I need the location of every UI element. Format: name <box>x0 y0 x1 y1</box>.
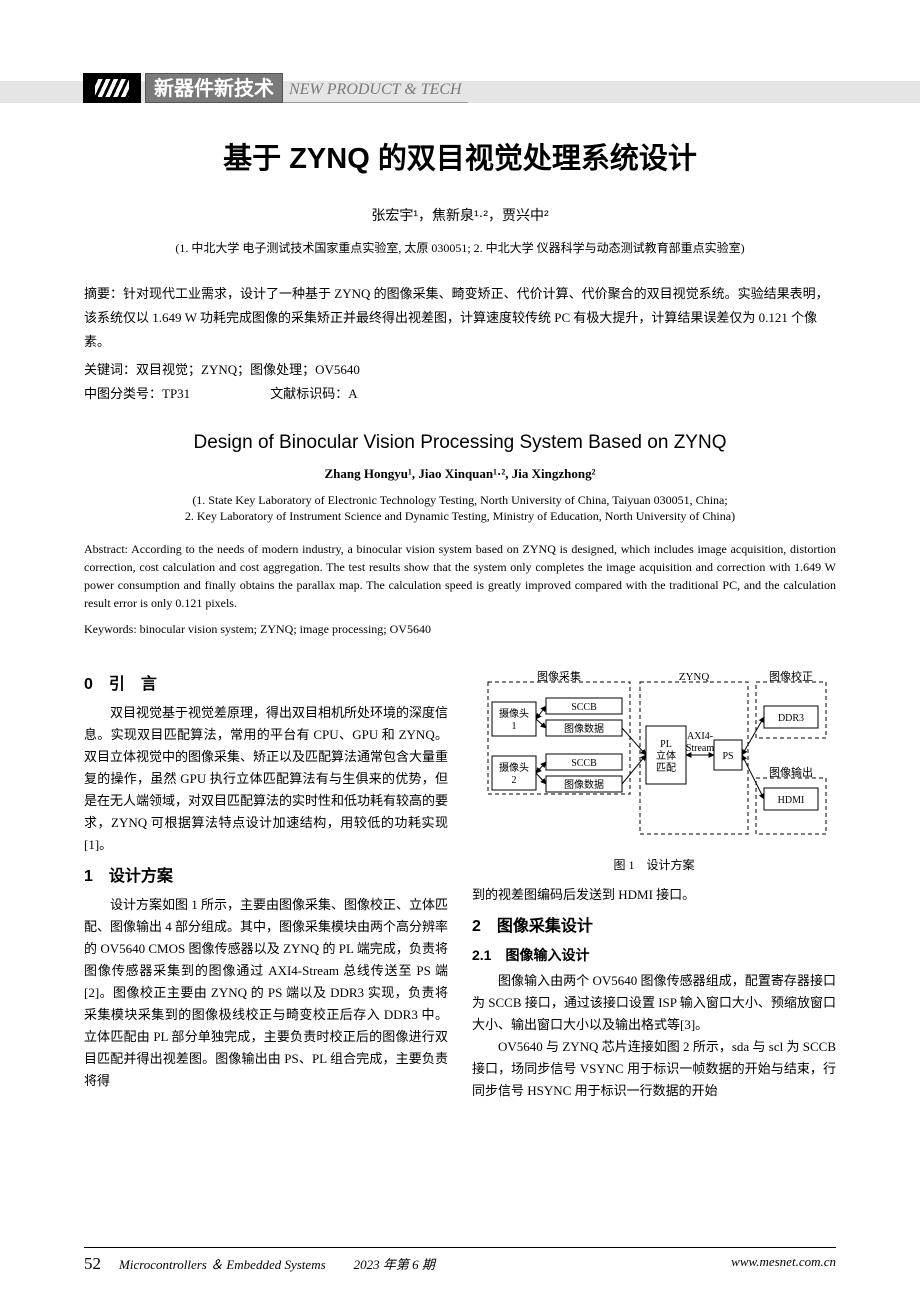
title-en: Design of Binocular Vision Processing Sy… <box>84 432 836 454</box>
footer-url: www.mesnet.com.cn <box>731 1254 836 1274</box>
svg-text:图像输出: 图像输出 <box>769 765 813 779</box>
svg-text:图像采集: 图像采集 <box>537 669 581 683</box>
body-columns: 0 引 言 双目视觉基于视觉差原理，得出双目相机所处环境的深度信息。实现双目匹配… <box>84 664 836 1102</box>
section-tag-cn: 新器件新技术 <box>145 73 283 103</box>
svg-text:Stream: Stream <box>686 743 715 754</box>
section-tag-en: NEW PRODUCT & TECH <box>283 73 468 103</box>
figure-1-svg: 图像采集ZYNQ图像校正图像输出摄像头1摄像头2SCCB图像数据SCCB图像数据… <box>474 668 834 848</box>
svg-text:匹配: 匹配 <box>656 762 676 774</box>
page-content: 基于 ZYNQ 的双目视觉处理系统设计 张宏宇¹，焦新泉¹·²，贾兴中² (1.… <box>84 135 836 1102</box>
svg-text:图像校正: 图像校正 <box>769 669 813 683</box>
svg-text:立体: 立体 <box>656 749 676 762</box>
svg-text:摄像头: 摄像头 <box>499 707 529 720</box>
keywords-cn-label: 关键词： <box>84 362 136 377</box>
svg-text:HDMI: HDMI <box>778 795 805 806</box>
svg-text:2: 2 <box>512 775 517 786</box>
svg-text:DDR3: DDR3 <box>778 713 804 724</box>
section-tag: 新器件新技术 NEW PRODUCT & TECH <box>145 73 468 103</box>
svg-text:PS: PS <box>722 751 733 762</box>
svg-text:AXI4-: AXI4- <box>687 731 713 742</box>
figure-1-caption: 图 1 设计方案 <box>472 854 836 876</box>
section-1-heading: 1 设计方案 <box>84 866 448 888</box>
page-footer: 52 Microcontrollers ＆ Embedded Systems 2… <box>84 1247 836 1274</box>
svg-text:SCCB: SCCB <box>571 702 597 713</box>
section-0-p1: 双目视觉基于视觉差原理，得出双目相机所处环境的深度信息。实现双目匹配算法，常用的… <box>84 702 448 856</box>
abstract-en: Abstract: According to the needs of mode… <box>84 540 836 612</box>
doc-code-value: A <box>348 386 357 401</box>
section-2-heading: 2 图像采集设计 <box>472 916 836 938</box>
section-1-p1: 设计方案如图 1 所示，主要由图像采集、图像校正、立体匹配、图像输出 4 部分组… <box>84 894 448 1092</box>
abstract-cn: 摘要：针对现代工业需求，设计了一种基于 ZYNQ 的图像采集、畸变矫正、代价计算… <box>84 282 836 354</box>
journal-logo <box>83 73 141 103</box>
title-cn: 基于 ZYNQ 的双目视觉处理系统设计 <box>84 135 836 177</box>
svg-text:SCCB: SCCB <box>571 758 597 769</box>
svg-text:摄像头: 摄像头 <box>499 761 529 774</box>
figure-1: 图像采集ZYNQ图像校正图像输出摄像头1摄像头2SCCB图像数据SCCB图像数据… <box>472 668 836 876</box>
affil-en-1: (1. State Key Laboratory of Electronic T… <box>84 492 836 508</box>
journal-name: Microcontrollers ＆ Embedded Systems <box>119 1254 326 1273</box>
keywords-cn-text: 双目视觉；ZYNQ；图像处理；OV5640 <box>136 362 360 377</box>
section-2-1-heading: 2.1 图像输入设计 <box>472 944 836 966</box>
issue: 2023 年第 6 期 <box>354 1254 435 1273</box>
authors-cn: 张宏宇¹，焦新泉¹·²，贾兴中² <box>84 205 836 225</box>
section-1-p2: 到的视差图编码后发送到 HDMI 接口。 <box>472 884 836 906</box>
affiliation-cn: (1. 中北大学 电子测试技术国家重点实验室, 太原 030051; 2. 中北… <box>84 239 836 256</box>
page-number: 52 <box>84 1254 101 1274</box>
section-0-heading: 0 引 言 <box>84 674 448 696</box>
clc-value: TP31 <box>162 386 190 401</box>
authors-en: Zhang Hongyu¹, Jiao Xinquan¹·², Jia Xing… <box>84 466 836 482</box>
clc-label: 中图分类号： <box>84 386 162 401</box>
abstract-en-label: Abstract: <box>84 542 131 556</box>
affil-en-2: 2. Key Laboratory of Instrument Science … <box>84 508 836 524</box>
svg-text:图像数据: 图像数据 <box>564 778 604 791</box>
svg-text:1: 1 <box>512 721 517 732</box>
keywords-en-text: binocular vision system; ZYNQ; image pro… <box>140 622 431 636</box>
classification-row: 中图分类号：TP31 文献标识码：A <box>84 382 836 406</box>
svg-text:图像数据: 图像数据 <box>564 722 604 735</box>
affiliation-en: (1. State Key Laboratory of Electronic T… <box>84 492 836 524</box>
keywords-cn: 关键词：双目视觉；ZYNQ；图像处理；OV5640 <box>84 358 836 382</box>
keywords-en-label: Keywords: <box>84 622 140 636</box>
abstract-en-text: According to the needs of modern industr… <box>84 542 836 610</box>
section-2-1-p1: 图像输入由两个 OV5640 图像传感器组成，配置寄存器接口为 SCCB 接口，… <box>472 970 836 1036</box>
section-2-1-p2: OV5640 与 ZYNQ 芯片连接如图 2 所示，sda 与 scl 为 SC… <box>472 1036 836 1102</box>
keywords-en: Keywords: binocular vision system; ZYNQ;… <box>84 620 836 638</box>
svg-text:ZYNQ: ZYNQ <box>679 671 710 683</box>
svg-text:PL: PL <box>660 739 672 750</box>
abstract-cn-text: 针对现代工业需求，设计了一种基于 ZYNQ 的图像采集、畸变矫正、代价计算、代价… <box>84 286 829 349</box>
abstract-cn-label: 摘要： <box>84 286 123 301</box>
doc-code-label: 文献标识码： <box>270 386 348 401</box>
